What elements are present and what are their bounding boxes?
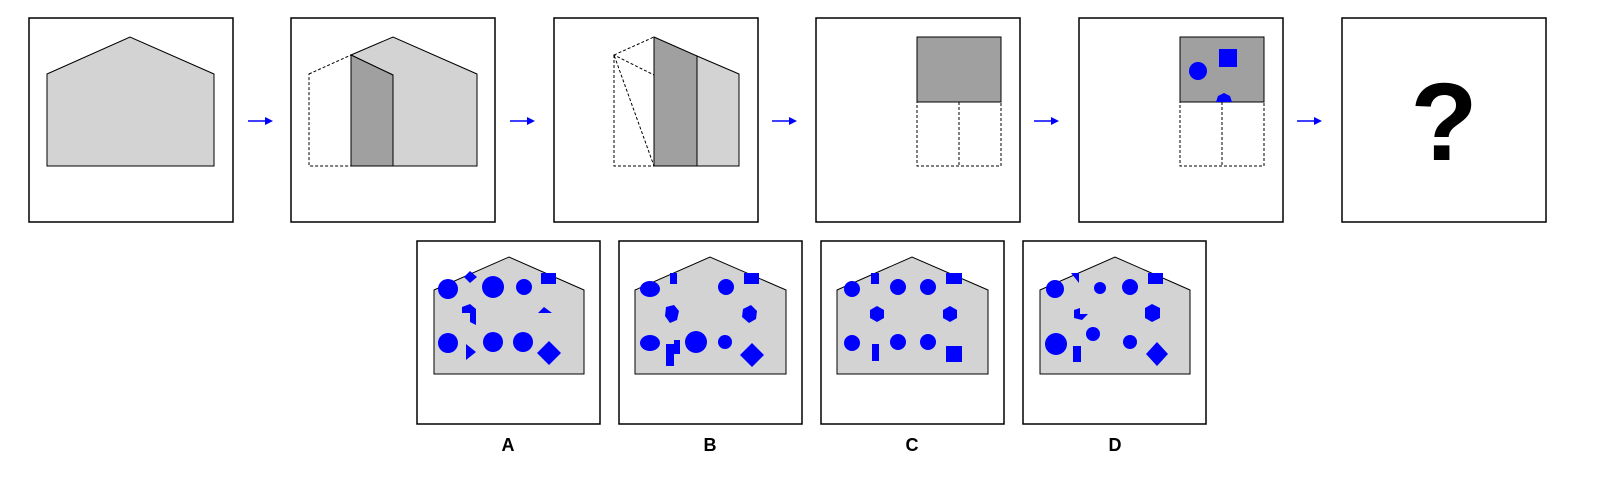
punch-holes [1045, 273, 1168, 366]
arrow-icon [1034, 117, 1059, 125]
option-label-d: D [1109, 435, 1122, 455]
sequence-frame-3 [553, 17, 759, 223]
sequence-row: ? [28, 17, 1547, 223]
question-mark: ? [1410, 61, 1477, 184]
house-shape [1039, 256, 1191, 375]
sequence-frame-4 [815, 17, 1021, 223]
sequence-frame-5 [1078, 17, 1284, 223]
folding-flap [350, 54, 394, 167]
option-label-a: A [502, 435, 515, 455]
sequence-frame-1 [28, 17, 234, 223]
punch-holes [640, 273, 764, 367]
arrow-icon [1297, 117, 1322, 125]
option-d[interactable]: D [1022, 240, 1207, 455]
arrow-icon [772, 117, 797, 125]
arrow-icon [510, 117, 535, 125]
option-a[interactable]: A [416, 240, 601, 455]
punch-hole-half-hexagon [1216, 93, 1232, 102]
house-shape [46, 36, 215, 167]
option-label-c: C [906, 435, 919, 455]
punch-holes [438, 271, 561, 365]
option-b[interactable]: B [618, 240, 803, 455]
punch-holes [844, 273, 962, 362]
sequence-frame-2 [290, 17, 496, 223]
option-label-b: B [704, 435, 717, 455]
folded-flap [653, 36, 698, 167]
house-remainder [696, 55, 740, 167]
punch-hole-square [1219, 49, 1237, 67]
dashed-fold-outline [613, 54, 655, 167]
folded-square [916, 36, 1002, 103]
option-c[interactable]: C [820, 240, 1005, 455]
punch-hole-circle [1189, 62, 1207, 80]
sequence-frame-6: ? [1341, 17, 1547, 223]
arrow-icon [248, 117, 273, 125]
options-row: A B [416, 240, 1207, 455]
